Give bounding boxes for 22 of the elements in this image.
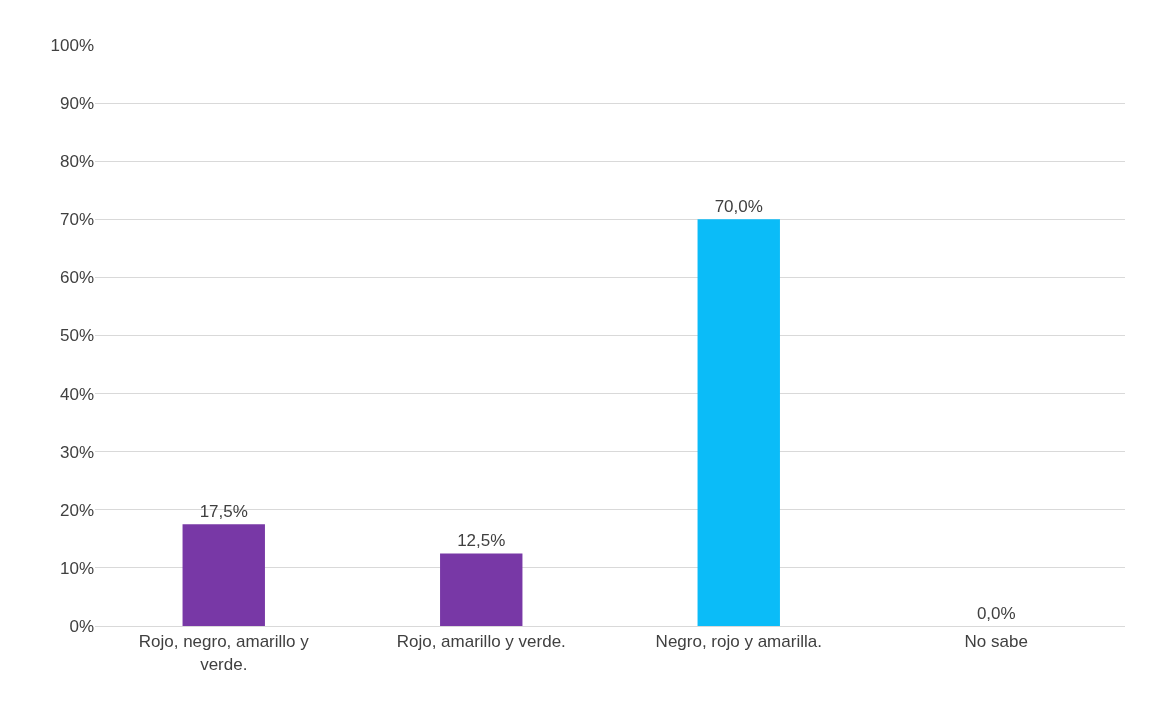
x-tick-label: Negro, rojo y amarilla. (655, 632, 822, 652)
data-label: 17,5% (199, 502, 248, 522)
y-tick-label: 100% (50, 35, 94, 55)
y-tick-label: 0% (69, 616, 94, 636)
y-tick-label: 70% (59, 210, 94, 230)
bar (182, 524, 265, 626)
y-tick-label: 60% (59, 268, 94, 288)
data-label: 12,5% (457, 531, 506, 551)
y-tick-label: 80% (59, 152, 94, 172)
y-tick-label: 10% (59, 558, 94, 578)
y-tick-label: 20% (59, 500, 94, 520)
x-tick-label: Rojo, negro, amarillo y verde. (138, 632, 310, 674)
y-tick-label: 50% (59, 326, 94, 346)
y-tick-label: 30% (59, 442, 94, 462)
bar (697, 219, 780, 626)
y-tick-label: 40% (59, 384, 94, 404)
bar (440, 553, 523, 626)
data-label: 70,0% (714, 197, 763, 217)
x-tick-label: No sabe (964, 632, 1028, 652)
y-tick-label: 90% (59, 94, 94, 114)
x-tick-label: Rojo, amarillo y verde. (396, 632, 566, 652)
data-label: 0,0% (976, 604, 1016, 623)
